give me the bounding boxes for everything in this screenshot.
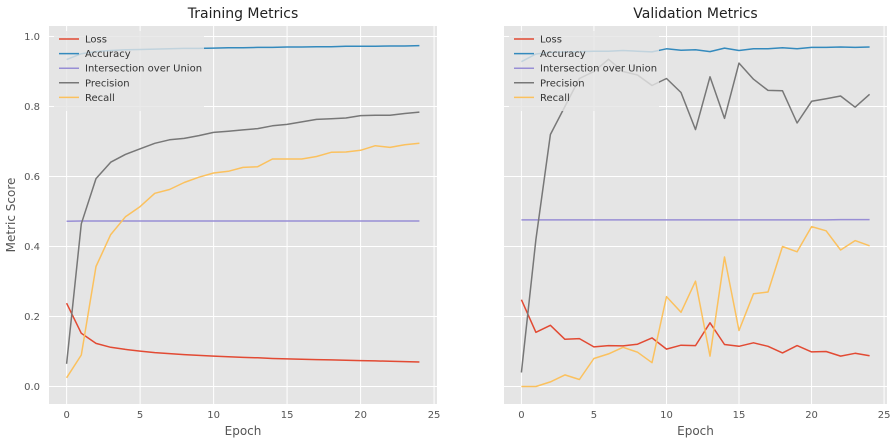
validation-xtick-label: 0 [518,410,524,421]
training-legend-label: Loss [85,35,107,46]
validation-legend-label: Recall [540,93,570,104]
training-series-precision [65,111,420,364]
training-ytick-label: 0.4 [24,242,40,253]
validation-title: Validation Metrics [633,6,757,22]
validation-xlabel: Epoch [677,424,714,438]
figure-ylabel: Metric Score [4,178,18,253]
validation-legend-label: Precision [540,78,585,89]
training-title: Training Metrics [187,6,299,22]
training-xtick-label: 25 [428,410,441,421]
training-legend-label: Precision [85,78,130,89]
training-ytick-label: 1.0 [24,32,40,43]
validation-legend-label: Loss [540,35,562,46]
training-ytick-label: 0.8 [24,102,40,113]
training-xtick-label: 10 [207,410,220,421]
training-legend-label: Recall [85,93,115,104]
validation-xtick-label: 5 [591,410,597,421]
training-ytick-label: 0.0 [24,382,40,393]
validation-series-recall [521,225,870,388]
training-xtick-label: 15 [281,410,294,421]
training-legend-label: Accuracy [85,49,131,60]
validation-xtick-label: 10 [660,410,673,421]
validation-xtick-label: 25 [878,410,891,421]
validation-xtick-label: 15 [733,410,746,421]
chart-training: 0.0 0.2 0.4 0.6 0.8 1.0 0 5 10 15 20 25 Loss Accuracy… [24,6,440,438]
training-xtick-label: 5 [137,410,143,421]
validation-legend-label: Intersection over Union [540,64,657,75]
training-series-loss [65,302,420,363]
training-ytick-label: 0.6 [24,172,40,183]
training-ytick-label: 0.2 [24,312,40,323]
training-series-recall [65,142,420,379]
validation-legend-label: Accuracy [540,49,586,60]
chart-validation: 0 5 10 15 20 25 Loss Accuracy Intersection over … [504,6,890,438]
training-legend-label: Intersection over Union [85,64,202,75]
validation-xtick-label: 20 [805,410,818,421]
training-xlabel: Epoch [225,424,262,438]
validation-series-loss [520,299,870,357]
training-xtick-label: 0 [63,410,69,421]
training-xtick-label: 20 [354,410,367,421]
